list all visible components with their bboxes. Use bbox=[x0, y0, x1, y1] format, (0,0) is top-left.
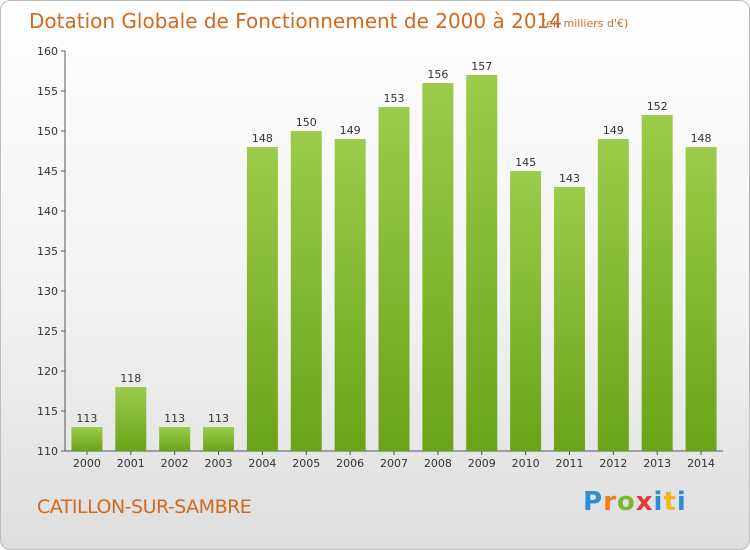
x-tick-label: 2014 bbox=[687, 457, 715, 470]
chart-title: Dotation Globale de Fonctionnement de 20… bbox=[29, 9, 562, 33]
bar bbox=[246, 147, 278, 451]
y-tick-label: 155 bbox=[37, 85, 58, 98]
x-tick-label: 2000 bbox=[73, 457, 101, 470]
bar bbox=[334, 139, 366, 451]
bar bbox=[378, 107, 410, 451]
bar-value-label: 150 bbox=[296, 116, 317, 129]
y-tick-label: 150 bbox=[37, 125, 58, 138]
bar-value-label: 113 bbox=[208, 412, 229, 425]
bar-value-label: 152 bbox=[647, 100, 668, 113]
bar-value-label: 118 bbox=[120, 372, 141, 385]
bar bbox=[553, 187, 585, 451]
bar-value-label: 143 bbox=[559, 172, 580, 185]
bar-value-label: 113 bbox=[76, 412, 97, 425]
bar-value-label: 145 bbox=[515, 156, 536, 169]
x-tick-label: 2009 bbox=[468, 457, 496, 470]
y-tick-label: 145 bbox=[37, 165, 58, 178]
bar-value-label: 113 bbox=[164, 412, 185, 425]
y-tick-label: 110 bbox=[37, 445, 58, 458]
bar-value-label: 149 bbox=[603, 124, 624, 137]
x-tick-label: 2002 bbox=[161, 457, 189, 470]
x-tick-label: 2005 bbox=[292, 457, 320, 470]
y-tick-label: 160 bbox=[37, 45, 58, 58]
y-tick-label: 115 bbox=[37, 405, 58, 418]
x-tick-label: 2004 bbox=[248, 457, 276, 470]
x-tick-label: 2008 bbox=[424, 457, 452, 470]
bar bbox=[510, 171, 542, 451]
x-tick-label: 2011 bbox=[555, 457, 583, 470]
bar bbox=[159, 427, 191, 451]
y-tick-label: 120 bbox=[37, 365, 58, 378]
y-tick-label: 135 bbox=[37, 245, 58, 258]
bar bbox=[597, 139, 629, 451]
bar bbox=[115, 387, 147, 451]
chart-subtitle: (en milliers d'€) bbox=[542, 17, 629, 30]
y-tick-label: 130 bbox=[37, 285, 58, 298]
bar bbox=[71, 427, 103, 451]
bar bbox=[290, 131, 322, 451]
commune-name: CATILLON-SUR-SAMBRE bbox=[37, 496, 252, 518]
bar-value-label: 149 bbox=[340, 124, 361, 137]
x-tick-label: 2012 bbox=[599, 457, 627, 470]
bar bbox=[203, 427, 235, 451]
bar-value-label: 148 bbox=[252, 132, 273, 145]
bar bbox=[422, 83, 454, 451]
y-tick-label: 125 bbox=[37, 325, 58, 338]
bar bbox=[641, 115, 673, 451]
x-tick-label: 2007 bbox=[380, 457, 408, 470]
x-tick-label: 2013 bbox=[643, 457, 671, 470]
bar-value-label: 153 bbox=[384, 92, 405, 105]
bar-value-label: 156 bbox=[427, 68, 448, 81]
bar bbox=[685, 147, 717, 451]
proxiti-logo: Proxiti bbox=[583, 487, 687, 517]
bar-value-label: 157 bbox=[471, 60, 492, 73]
bar bbox=[466, 75, 498, 451]
x-tick-label: 2003 bbox=[205, 457, 233, 470]
bar-value-label: 148 bbox=[691, 132, 712, 145]
y-tick-label: 140 bbox=[37, 205, 58, 218]
x-tick-label: 2006 bbox=[336, 457, 364, 470]
x-tick-label: 2010 bbox=[512, 457, 540, 470]
x-tick-label: 2001 bbox=[117, 457, 145, 470]
